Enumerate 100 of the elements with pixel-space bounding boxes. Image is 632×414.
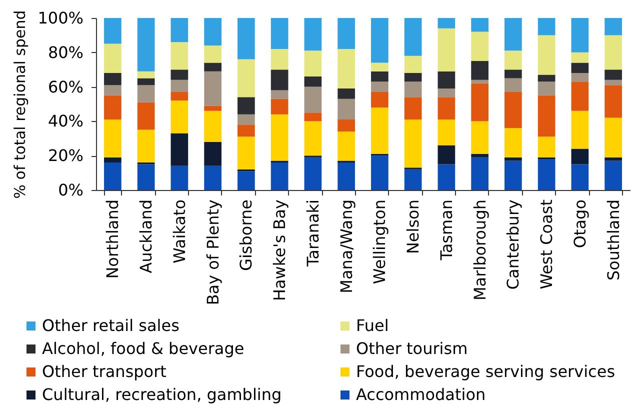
bar: [571, 52, 589, 63]
bar: [538, 18, 556, 36]
bar: [170, 42, 188, 70]
bar: [571, 73, 589, 82]
bar: [238, 18, 255, 60]
bar: [238, 136, 255, 170]
bar: [438, 71, 456, 89]
bar: [538, 74, 556, 82]
bar: [270, 18, 288, 49]
bar: [170, 80, 188, 92]
x-tick-label: Taranaki: [303, 200, 322, 268]
bar: [404, 82, 422, 98]
bar: [137, 85, 155, 102]
bar: [438, 164, 456, 190]
bar: [571, 110, 589, 149]
bar: [571, 62, 589, 74]
bar: [604, 35, 622, 70]
bar: [204, 106, 222, 111]
bar: [170, 166, 188, 190]
bar: [604, 157, 622, 161]
bar: [338, 98, 355, 120]
legend-label: Other transport: [42, 362, 166, 381]
bar: [604, 70, 622, 80]
bar: [137, 130, 155, 162]
legend-label: Alcohol, food & beverage: [42, 339, 244, 358]
bar: [304, 121, 322, 156]
bar: [471, 83, 488, 122]
bar: [438, 18, 456, 28]
bar: [238, 97, 255, 114]
bar: [404, 56, 422, 74]
x-tick-label: Southland: [604, 200, 623, 281]
bar: [137, 71, 155, 78]
bar: [538, 95, 556, 137]
bar: [504, 50, 522, 70]
bar: [504, 157, 522, 161]
bar: [371, 107, 388, 154]
bar: [104, 18, 122, 44]
bar: [270, 114, 288, 161]
bar: [438, 119, 456, 146]
bar: [270, 162, 288, 190]
bar: [338, 88, 355, 99]
bar: [571, 148, 589, 164]
bar: [338, 132, 355, 161]
bar: [571, 164, 589, 190]
bar: [170, 133, 188, 166]
x-tick-label: Marlborough: [470, 200, 490, 301]
legend-label: Food, beverage serving services: [356, 362, 616, 381]
bar: [137, 18, 155, 72]
x-tick-label: Waikato: [170, 200, 189, 264]
bar: [371, 156, 388, 190]
bar: [571, 18, 589, 52]
bar: [170, 70, 188, 80]
bar: [137, 164, 155, 190]
bar: [538, 35, 556, 75]
bar: [304, 50, 322, 76]
bar: [270, 90, 288, 99]
bar: [238, 114, 255, 125]
x-tick-label: Mana/Wang: [336, 200, 356, 294]
bar: [204, 166, 222, 190]
x-tick-label: Canterbury: [504, 200, 523, 290]
bar: [338, 18, 355, 49]
bar: [371, 71, 388, 82]
bar: [471, 154, 488, 158]
x-tick-label: Hawke's Bay: [270, 200, 290, 302]
x-tick-label: Nelson: [404, 200, 423, 254]
bar: [438, 88, 456, 98]
bar: [504, 18, 522, 51]
bar: [571, 82, 589, 111]
bar: [371, 82, 388, 92]
bar: [204, 18, 222, 46]
bar: [204, 46, 222, 63]
bar: [371, 62, 388, 72]
y-tick-label: 0%: [58, 180, 84, 200]
legend-label: Cultural, recreation, gambling: [42, 385, 282, 404]
legend-label: Accommodation: [356, 385, 486, 404]
bar: [404, 119, 422, 168]
y-tick-label: 20%: [48, 146, 84, 166]
y-tick-label: 80%: [48, 42, 84, 62]
bar: [404, 169, 422, 190]
bar: [504, 128, 522, 158]
x-tick-label: Otago: [570, 200, 590, 248]
bar: [338, 162, 355, 190]
bar: [438, 28, 456, 72]
bar: [304, 76, 322, 87]
bar: [471, 80, 488, 84]
bar: [604, 85, 622, 118]
bar: [404, 97, 422, 120]
legend-label: Fuel: [356, 316, 389, 335]
bar: [338, 48, 355, 89]
bar: [471, 18, 488, 32]
bar: [270, 98, 288, 114]
bar: [104, 119, 122, 158]
bar: [404, 18, 422, 56]
bar: [104, 85, 122, 96]
bar: [371, 92, 388, 108]
bar: [471, 32, 488, 61]
legend-label: Other tourism: [356, 339, 468, 358]
bar: [170, 18, 188, 42]
bar: [104, 73, 122, 86]
bar: [504, 78, 522, 92]
